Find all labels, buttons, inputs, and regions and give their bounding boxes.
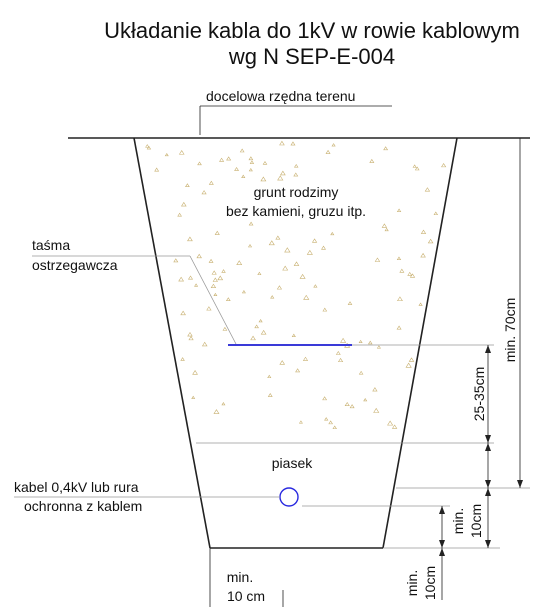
native-soil-texture [145, 140, 447, 430]
extension-lines [14, 344, 530, 549]
cable-label-2: ochronna z kablem [24, 498, 142, 514]
dimension-cable-cover [485, 488, 491, 548]
dimension-total-depth [517, 138, 523, 488]
dimension-cable-cover-text-1: min. [450, 508, 466, 534]
cable-label-1: kabel 0,4kV lub rura [14, 479, 139, 495]
dimension-tape-depth-text: 25-35cm [471, 367, 487, 421]
dimension-bottom-bed-text-2: 10cm [422, 566, 438, 600]
trench-walls [133, 137, 458, 549]
dimension-side-clearance [209, 548, 284, 607]
title-line-1: Układanie kabla do 1kV w rowie kablowym [104, 18, 520, 43]
dimension-cable-cover-text-2: 10cm [468, 504, 484, 538]
cable-circle [279, 487, 299, 507]
native-soil-label-1: grunt rodzimy [254, 184, 339, 200]
native-soil-label-2: bez kamieni, gruzu itp. [226, 203, 366, 219]
dimension-bottom-bed-text-1: min. [404, 570, 420, 596]
tape-label-2: ostrzegawcza [32, 257, 118, 273]
dimension-total-depth-text: min. 70cm [502, 298, 518, 363]
title-line-2: wg N SEP-E-004 [228, 44, 395, 69]
dimension-side-clearance-text-1: min. [227, 569, 253, 585]
terrain-label: docelowa rzędna terenu [206, 88, 355, 104]
dimension-side-clearance-text-2: 10 cm [227, 588, 265, 604]
tape-leader-diagonal [189, 255, 237, 345]
sand-label: piasek [272, 455, 313, 471]
tape-label-1: taśma [32, 237, 70, 253]
dimension-bottom-bed [439, 506, 445, 600]
dimension-tape-depth [485, 345, 491, 488]
